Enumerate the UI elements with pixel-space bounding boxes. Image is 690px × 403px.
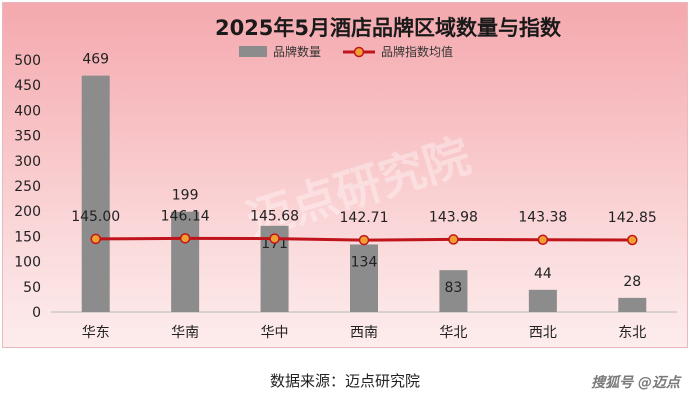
x-tick-label: 华东 xyxy=(82,325,110,341)
y-tick-label: 200 xyxy=(14,204,41,220)
index-value-label: 143.98 xyxy=(429,209,478,225)
legend-swatch-marker xyxy=(353,46,365,58)
bar-value-label: 199 xyxy=(172,188,199,204)
x-tick-label: 东北 xyxy=(618,325,646,341)
y-tick-label: 350 xyxy=(14,129,41,145)
index-marker xyxy=(269,233,280,244)
chart-title: 2025年5月酒店品牌区域数量与指数 xyxy=(215,16,562,40)
bar-value-label: 83 xyxy=(445,280,463,296)
x-tick-label: 华南 xyxy=(171,325,199,341)
y-tick-label: 300 xyxy=(14,154,41,170)
x-tick-label: 华北 xyxy=(439,325,467,341)
index-value-label: 145.00 xyxy=(71,209,120,225)
y-tick-label: 500 xyxy=(14,53,41,69)
corner-watermark: 搜狐号 @迈点 xyxy=(591,375,680,391)
index-value-label: 142.71 xyxy=(340,210,389,226)
legend-swatch-bar xyxy=(239,46,267,57)
index-value-label: 146.14 xyxy=(161,208,210,224)
index-value-label: 142.85 xyxy=(608,210,657,226)
index-value-labels: 145.00 146.14 145.68 142.71 143.98 143.38 142.… xyxy=(71,208,657,226)
x-axis-ticks: 华东 华南 华中 西南 华北 西北 东北 xyxy=(82,325,647,341)
legend-label-bar: 品牌数量 xyxy=(273,44,321,59)
bar xyxy=(171,211,200,312)
legend: 品牌数量 品牌指数均值 xyxy=(239,44,453,59)
bar xyxy=(439,270,468,312)
bar-series xyxy=(81,75,647,313)
index-marker xyxy=(537,234,549,245)
bar xyxy=(528,289,557,312)
index-marker xyxy=(448,234,459,245)
x-tick-label: 西南 xyxy=(350,325,378,341)
bar-value-label: 469 xyxy=(82,52,109,68)
index-marker xyxy=(627,234,638,246)
y-axis-ticks: 0 50 100 150 200 250 300 350 400 450 500 xyxy=(14,53,41,321)
y-tick-label: 400 xyxy=(14,103,41,119)
bar xyxy=(81,75,110,313)
index-value-label: 143.38 xyxy=(518,210,567,226)
y-tick-label: 450 xyxy=(14,78,41,94)
index-marker xyxy=(90,233,101,245)
bar xyxy=(350,244,378,312)
chart-panel: 迈点研究院 2025年5月酒店品牌区域数量与指数 品牌数量 品牌指数均值 0 50 1… xyxy=(2,2,688,348)
index-markers xyxy=(90,233,638,246)
bar-value-label: 44 xyxy=(534,266,552,282)
legend-label-line: 品牌指数均值 xyxy=(381,44,453,59)
y-tick-label: 50 xyxy=(23,280,41,296)
bar-value-label: 134 xyxy=(351,254,378,270)
y-tick-label: 100 xyxy=(14,255,41,271)
bar-value-labels: 469199171134834428 xyxy=(82,52,641,297)
source-note: 数据来源：迈点研究院 xyxy=(269,372,420,390)
index-marker xyxy=(358,234,370,246)
y-tick-label: 150 xyxy=(14,229,41,245)
x-tick-label: 西北 xyxy=(529,325,557,341)
x-tick-label: 华中 xyxy=(261,325,289,341)
chart-svg: 迈点研究院 2025年5月酒店品牌区域数量与指数 品牌数量 品牌指数均值 0501… xyxy=(14,16,677,341)
bar xyxy=(618,297,647,312)
bar-value-label: 28 xyxy=(623,274,641,290)
y-tick-label: 250 xyxy=(14,179,41,195)
y-tick-label: 0 xyxy=(32,305,41,321)
index-marker xyxy=(179,233,191,244)
index-value-label: 145.68 xyxy=(250,209,299,225)
